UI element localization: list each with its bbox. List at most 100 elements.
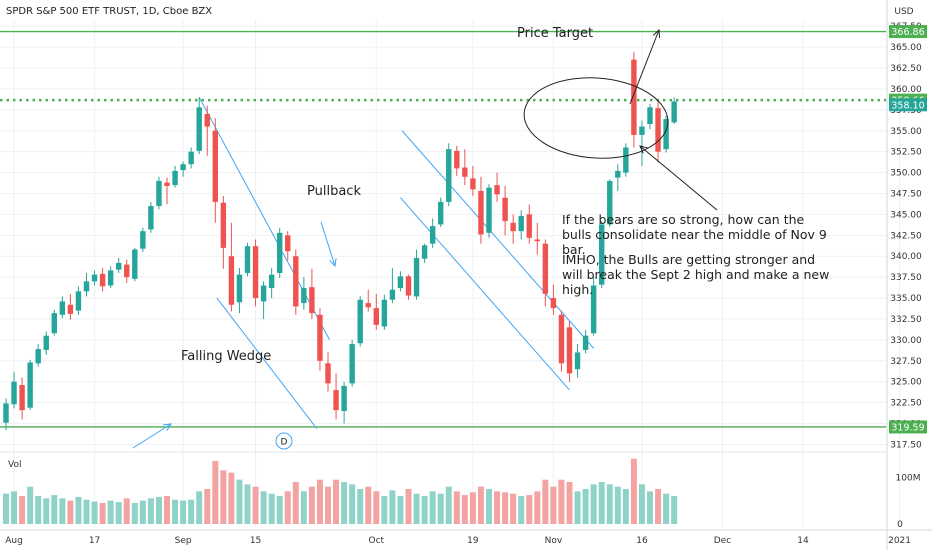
candle-body (268, 274, 275, 289)
candle-body (663, 119, 669, 150)
candle-body (639, 126, 645, 135)
volume-tick-label: 100M (896, 473, 921, 483)
volume-bar (180, 500, 187, 524)
price-tick-label: 347.50 (890, 189, 922, 199)
candle-body (148, 206, 154, 230)
volume-label: Vol (8, 460, 21, 470)
time-tick-label: 15 (250, 536, 261, 546)
pullback-arrow-head (329, 258, 337, 268)
volume-bar (381, 496, 388, 524)
volume-bar (276, 496, 283, 524)
volume-bar (99, 503, 106, 524)
candle-body (99, 273, 106, 287)
time-tick-label: Sep (175, 536, 192, 546)
volume-bar (51, 495, 58, 524)
candle-body (67, 304, 74, 314)
volume-bar (83, 499, 90, 524)
volume-bar (212, 461, 219, 524)
breakout-arrow-head (162, 423, 172, 432)
time-axis[interactable]: Aug 17 Sep 15 Oct 19 Nov 16 Dec 14 2021 (5, 536, 911, 546)
candle-body (550, 298, 557, 309)
ellipse-pointer-arrow-head (639, 145, 648, 154)
candle-body (349, 344, 355, 384)
volume-bar (429, 491, 436, 524)
candle-body (341, 385, 347, 411)
candle-body (518, 216, 524, 232)
consolidation-ellipse (523, 77, 669, 159)
volume-bar (325, 486, 331, 524)
volume-bar (35, 496, 42, 524)
candle-body (172, 170, 178, 186)
candle-body (107, 270, 114, 286)
volume-bar (574, 491, 581, 524)
candle-body (502, 197, 508, 222)
candle-body (542, 243, 549, 294)
volume-bar (43, 498, 50, 524)
volume-bar (373, 491, 380, 524)
price-target-arrow (629, 29, 660, 105)
candle-body (510, 222, 516, 232)
volume-bar (284, 491, 291, 524)
volume-bar (115, 502, 122, 524)
volume-bar (19, 496, 26, 524)
volume-bar (155, 496, 162, 524)
candle-body (212, 130, 218, 202)
horizontal-levels (0, 30, 886, 428)
time-tick-label: Oct (369, 536, 385, 546)
volume-bar (566, 482, 573, 524)
volume-bars (3, 458, 678, 524)
volume-bar (220, 470, 227, 524)
candle-body (196, 107, 202, 151)
price-tick-label: 362.50 (890, 64, 922, 74)
candle-body (574, 352, 581, 370)
volume-bar (502, 492, 509, 524)
volume-bar (316, 479, 323, 524)
volume-bar (252, 486, 259, 524)
price-tick-label: 342.50 (890, 231, 922, 241)
candle-body (124, 264, 130, 278)
price-tick-label: 345.00 (890, 210, 922, 220)
candle-body (454, 150, 460, 169)
volume-bar (75, 496, 82, 524)
price-axis[interactable]: 317.50320.00322.50325.00327.50330.00332.… (889, 22, 927, 530)
volume-bar (67, 500, 74, 524)
price-tick-label: 327.50 (890, 357, 922, 367)
last-price-tag-label: 358.10 (891, 100, 924, 111)
volume-bar (244, 484, 251, 524)
candle-body (494, 185, 500, 195)
candle-body (252, 246, 259, 299)
price-tick-label: 350.00 (890, 169, 922, 179)
candle-body (325, 363, 331, 384)
annotations: Price Target Pullback Falling Wedge If the … (132, 26, 829, 450)
candle-body (293, 256, 299, 307)
volume-bar (622, 489, 629, 524)
volume-tick-label: 0 (897, 520, 903, 530)
volume-bar (131, 503, 138, 524)
time-tick-label: 14 (797, 536, 809, 546)
volume-bar (550, 486, 557, 524)
volume-bar (469, 492, 476, 524)
candle-body (132, 249, 138, 279)
volume-bar (461, 495, 468, 524)
time-tick-label: 19 (467, 536, 479, 546)
candle-body (11, 381, 17, 405)
breakout-arrow (132, 423, 172, 449)
price-tick-label: 352.50 (890, 148, 922, 158)
volume-bar (558, 479, 565, 524)
volume-bar (107, 500, 114, 524)
candle-body (526, 214, 532, 238)
currency-label[interactable]: USD (894, 7, 913, 17)
volume-bar (494, 491, 501, 524)
volume-bar (59, 498, 66, 524)
candle-body (236, 274, 243, 303)
volume-bar (236, 479, 243, 524)
time-tick-label: Nov (545, 536, 563, 546)
candle-body (397, 276, 404, 289)
candle-body (277, 232, 283, 273)
candle-body (333, 390, 339, 411)
time-tick-label: Aug (5, 536, 23, 546)
volume-bar (268, 493, 275, 524)
volume-bar (614, 486, 621, 524)
